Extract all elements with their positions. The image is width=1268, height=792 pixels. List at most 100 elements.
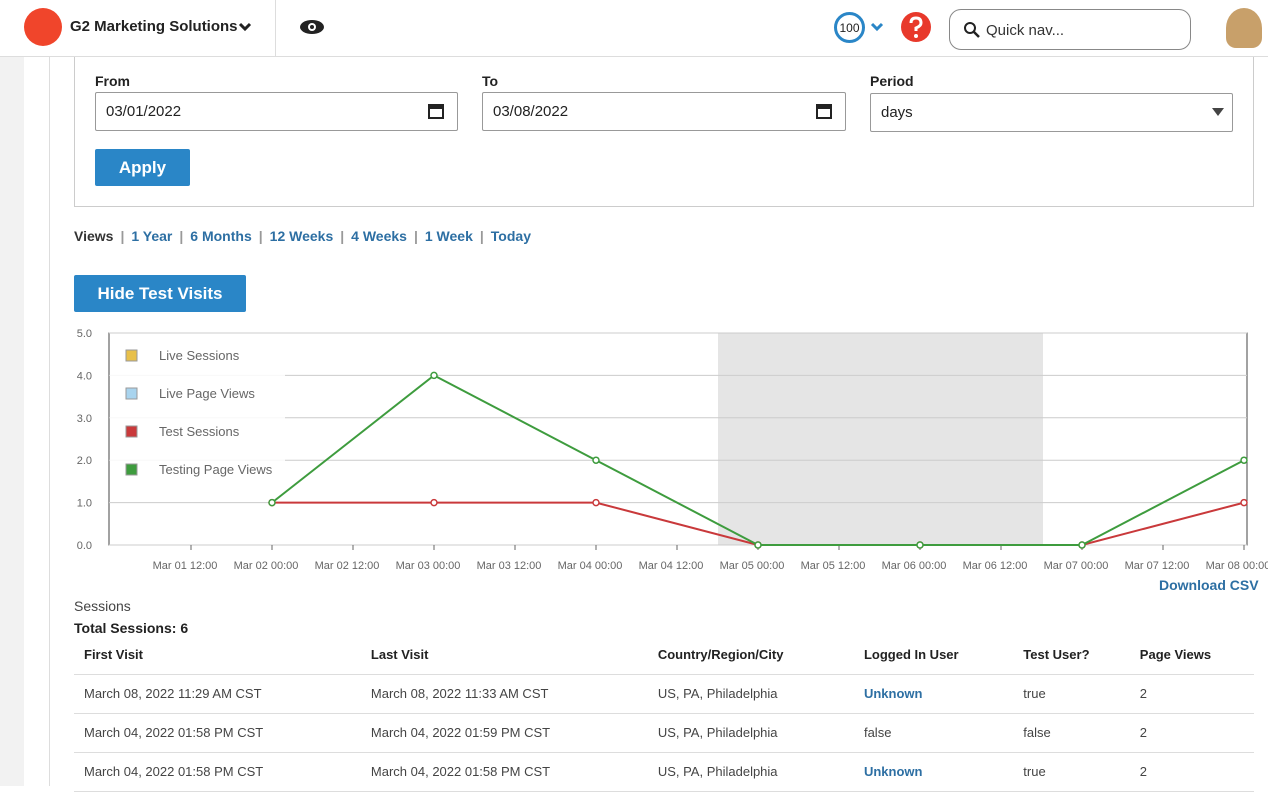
- to-input[interactable]: 03/08/2022: [482, 92, 846, 131]
- data-point: [1240, 498, 1248, 507]
- table-row: March 04, 2022 01:58 PM CST March 04, 202…: [74, 752, 1254, 792]
- table-cell: 2: [1129, 674, 1254, 714]
- x-tick-label: Mar 04 00:00: [558, 560, 623, 572]
- from-label: From: [95, 73, 130, 89]
- table-cell: US, PA, Philadelphia: [647, 752, 854, 792]
- view-link[interactable]: Today: [490, 228, 531, 244]
- period-select[interactable]: days: [870, 93, 1233, 132]
- x-tick-label: Mar 05 00:00: [720, 560, 785, 572]
- x-tick-label: Mar 03 12:00: [477, 560, 542, 572]
- sessions-table: First Visit Last Visit Country/Region/City…: [74, 636, 1254, 792]
- data-point: [268, 498, 276, 507]
- y-tick-label: 5.0: [77, 328, 92, 340]
- apply-button[interactable]: Apply: [95, 149, 190, 186]
- x-tick-label: Mar 01 12:00: [153, 560, 218, 572]
- data-point: [430, 498, 438, 507]
- top-bar: G2 Marketing Solutions 100 Quick nav...: [0, 0, 1268, 57]
- y-tick-label: 3.0: [77, 413, 92, 425]
- legend-swatch: [125, 349, 138, 362]
- x-tick-label: Mar 07 12:00: [1125, 560, 1190, 572]
- view-link[interactable]: 6 Months: [190, 228, 252, 244]
- eye-icon[interactable]: [299, 18, 325, 36]
- table-row: March 04, 2022 01:58 PM CST March 04, 202…: [74, 713, 1254, 753]
- avatar[interactable]: [1226, 8, 1262, 48]
- table-cell[interactable]: Unknown: [853, 674, 1014, 714]
- view-link[interactable]: 1 Week: [424, 228, 473, 244]
- filter-panel: [74, 57, 1254, 207]
- data-point: [1240, 456, 1248, 464]
- help-icon[interactable]: [901, 12, 931, 42]
- chevron[interactable]: [238, 22, 252, 32]
- table-cell: US, PA, Philadelphia: [647, 713, 854, 753]
- table-cell: March 04, 2022 01:59 PM CST: [360, 713, 648, 753]
- table-cell: 2: [1129, 713, 1254, 753]
- legend-label: Live Sessions: [159, 348, 240, 363]
- legend-label: Live Page Views: [159, 386, 255, 401]
- header-row: First Visit Last Visit Country/Region/City…: [74, 636, 1254, 675]
- x-tick-label: Mar 05 12:00: [801, 560, 866, 572]
- table-cell: March 08, 2022 11:29 AM CST: [74, 674, 361, 714]
- data-point: [754, 541, 762, 549]
- table-cell: false: [1013, 713, 1130, 753]
- column-header: Logged In User: [853, 636, 1014, 675]
- data-point: [592, 456, 600, 464]
- view-link[interactable]: 4 Weeks: [351, 228, 407, 244]
- data-point: [1078, 541, 1086, 549]
- x-tick-label: Mar 06 12:00: [963, 560, 1028, 572]
- column-header: Test User?: [1013, 636, 1130, 675]
- separator: |: [258, 228, 263, 244]
- search-box[interactable]: Quick nav...: [949, 9, 1191, 50]
- column-header: First Visit: [74, 636, 361, 675]
- score-badge[interactable]: 100: [834, 12, 865, 43]
- weekend-shade: [718, 333, 1043, 545]
- column-header: Last Visit: [360, 636, 648, 675]
- separator: |: [479, 228, 484, 244]
- separator: [275, 0, 276, 57]
- legend-swatch: [125, 463, 138, 476]
- table-cell: true: [1013, 752, 1130, 792]
- table-cell[interactable]: Unknown: [853, 752, 1014, 792]
- table-cell: March 04, 2022 01:58 PM CST: [360, 752, 648, 792]
- brand[interactable]: G2 Marketing Solutions: [70, 18, 238, 35]
- x-tick-label: Mar 06 00:00: [882, 560, 947, 572]
- data-point: [916, 541, 924, 549]
- table-cell: March 04, 2022 01:58 PM CST: [74, 752, 361, 792]
- table-cell: true: [1013, 674, 1130, 714]
- legend-label: Test Sessions: [159, 424, 240, 439]
- from-input[interactable]: 03/01/2022: [95, 92, 458, 131]
- x-tick-label: Mar 04 12:00: [639, 560, 704, 572]
- data-point: [592, 498, 600, 507]
- view-link[interactable]: 12 Weeks: [269, 228, 334, 244]
- x-tick-label: Mar 08 00:00: [1206, 560, 1268, 572]
- separator: |: [179, 228, 184, 244]
- chevron[interactable]: [870, 22, 884, 32]
- table-row: March 08, 2022 11:29 AM CST March 08, 202…: [74, 674, 1254, 714]
- search-icon: [964, 22, 980, 38]
- y-tick-label: 4.0: [77, 370, 92, 382]
- calendar-icon[interactable]: [428, 103, 444, 119]
- calendar-icon[interactable]: [816, 103, 832, 119]
- legend-swatch: [125, 425, 138, 438]
- table-cell: March 08, 2022 11:33 AM CST: [360, 674, 648, 714]
- separator: |: [120, 228, 125, 244]
- y-tick-label: 1.0: [77, 498, 92, 510]
- sessions-title: Sessions: [74, 598, 131, 614]
- views-bar: Views | 1 Year | 6 Months | 12 Weeks | 4 Weeks | 1…: [74, 228, 531, 244]
- legend-swatch: [125, 387, 138, 400]
- table-cell: false: [853, 713, 1014, 753]
- to-label: To: [482, 73, 499, 89]
- dropdown-arrow: [1212, 108, 1224, 116]
- sessions-total: Total Sessions: 6: [74, 620, 189, 636]
- x-tick-label: Mar 07 00:00: [1044, 560, 1109, 572]
- view-link[interactable]: 1 Year: [131, 228, 173, 244]
- hide-test-visits-button[interactable]: Hide Test Visits: [74, 275, 246, 312]
- views-label: Views: [74, 228, 114, 244]
- column-header: Page Views: [1129, 636, 1254, 675]
- download-csv[interactable]: Download CSV: [1159, 577, 1259, 593]
- logo[interactable]: [24, 8, 62, 46]
- data-point: [430, 371, 438, 380]
- column-header: Country/Region/City: [647, 636, 854, 675]
- sidebar: [0, 57, 24, 786]
- x-tick-label: Mar 02 12:00: [315, 560, 380, 572]
